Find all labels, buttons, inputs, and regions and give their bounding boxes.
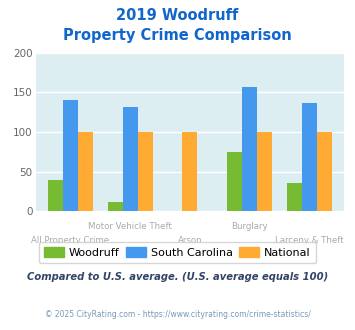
Bar bbox=[123, 108, 138, 211]
Text: Burglary: Burglary bbox=[231, 222, 268, 231]
Bar bbox=[78, 132, 93, 211]
Text: Property Crime Comparison: Property Crime Comparison bbox=[63, 28, 292, 43]
Bar bbox=[138, 132, 153, 211]
Bar bbox=[227, 152, 242, 211]
Bar bbox=[48, 180, 63, 211]
Text: Larceny & Theft: Larceny & Theft bbox=[275, 236, 344, 245]
Bar bbox=[317, 132, 332, 211]
Bar bbox=[63, 100, 78, 211]
Bar bbox=[242, 87, 257, 211]
Bar bbox=[182, 132, 197, 211]
Text: Motor Vehicle Theft: Motor Vehicle Theft bbox=[88, 222, 172, 231]
Text: All Property Crime: All Property Crime bbox=[31, 236, 109, 245]
Bar bbox=[287, 183, 302, 211]
Legend: Woodruff, South Carolina, National: Woodruff, South Carolina, National bbox=[39, 242, 316, 263]
Text: Compared to U.S. average. (U.S. average equals 100): Compared to U.S. average. (U.S. average … bbox=[27, 272, 328, 282]
Text: 2019 Woodruff: 2019 Woodruff bbox=[116, 8, 239, 23]
Bar bbox=[257, 132, 272, 211]
Bar bbox=[108, 202, 123, 211]
Text: Arson: Arson bbox=[178, 236, 202, 245]
Bar bbox=[302, 104, 317, 211]
Text: © 2025 CityRating.com - https://www.cityrating.com/crime-statistics/: © 2025 CityRating.com - https://www.city… bbox=[45, 310, 310, 319]
